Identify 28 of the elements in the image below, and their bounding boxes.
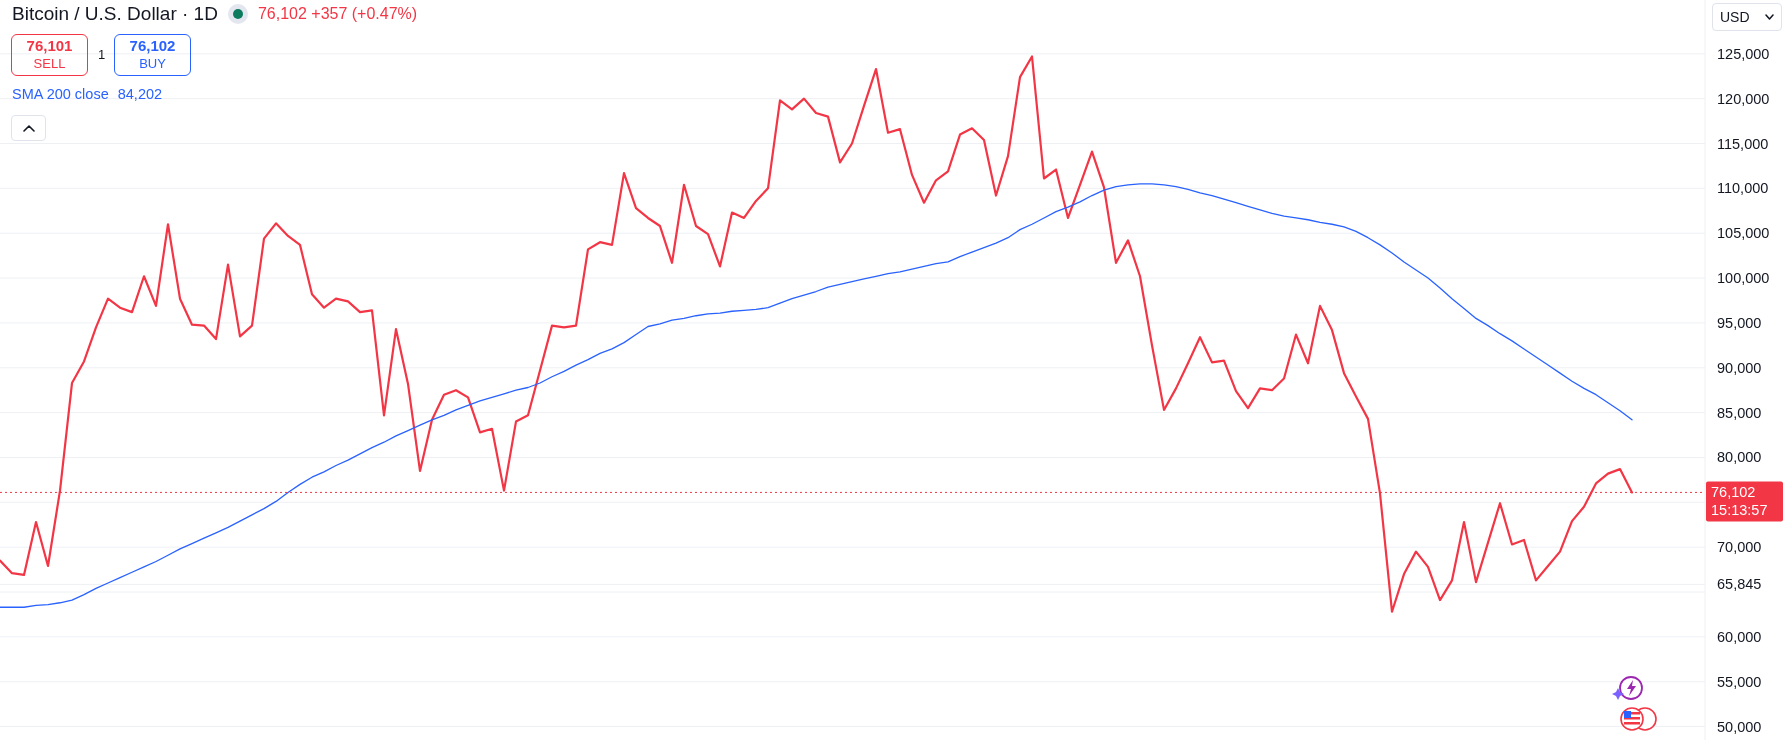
- annotation: BUY: [139, 56, 166, 71]
- y-tick-label: 55,000: [1717, 673, 1762, 690]
- annotation: 76,102: [129, 37, 176, 54]
- y-tick-label: 125,000: [1717, 45, 1770, 62]
- annotation: 1: [98, 47, 106, 62]
- y-tick-label: 115,000: [1717, 135, 1769, 152]
- chart-title: Bitcoin / U.S. Dollar · 1D: [12, 3, 218, 24]
- annotation: 84,202: [117, 86, 163, 102]
- text: 15:13:57: [1711, 502, 1768, 519]
- y-tick-label: 80,000: [1717, 449, 1762, 466]
- y-tick-label: 110,000: [1717, 180, 1769, 197]
- y-tick-label: 60,000: [1717, 628, 1762, 645]
- y-tick-label: 95,000: [1717, 314, 1762, 331]
- y-tick-label: 50,000: [1717, 718, 1762, 735]
- text: SMA 200 close: [12, 86, 109, 102]
- ref-line-label: 76,102: [1711, 484, 1756, 501]
- y-tick-label: 70,000: [1717, 539, 1762, 556]
- y-tick-label: 120,000: [1717, 90, 1770, 107]
- y-tick-label: 90,000: [1717, 359, 1762, 376]
- annotation: SELL: [33, 56, 66, 71]
- y-tick-label: 105,000: [1717, 225, 1770, 242]
- chart-subtitle: 76,102 +357 (+0.47%): [257, 5, 418, 22]
- y-tick-label: 100,000: [1717, 270, 1770, 287]
- line-series: [0, 183, 1633, 608]
- annotation: 76,101: [26, 37, 73, 54]
- y-axis-title: USD: [1720, 9, 1750, 25]
- y-tick-label: 85,000: [1717, 404, 1762, 421]
- y-tick-label: 65,845: [1717, 576, 1762, 593]
